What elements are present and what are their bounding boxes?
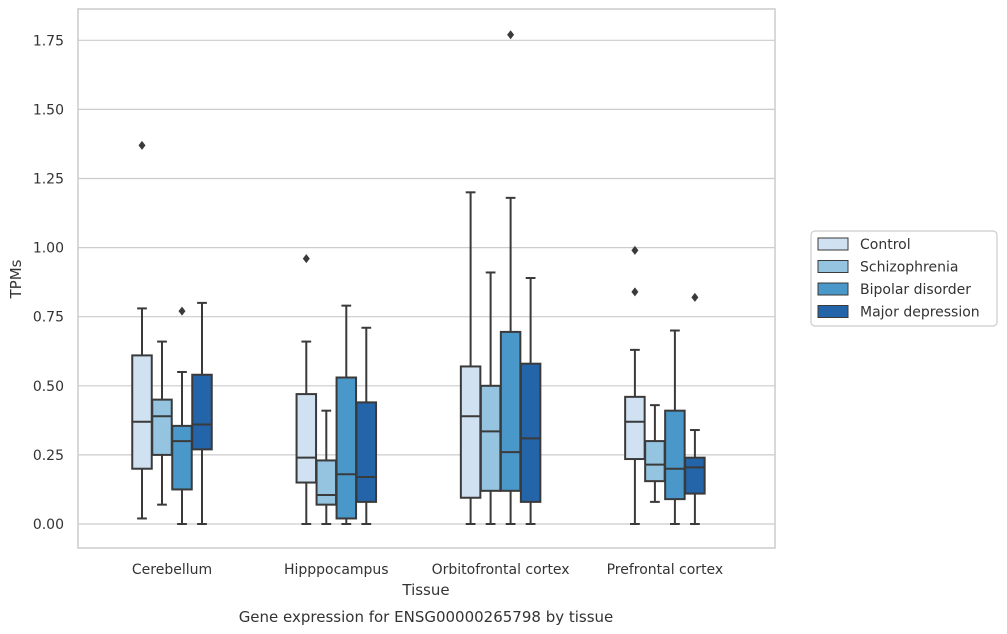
legend: Control Schizophrenia Bipolar disorder Majo…: [810, 230, 998, 327]
legend-swatch: [817, 260, 849, 273]
box-body: [459, 365, 482, 499]
box-2-1: [335, 304, 358, 525]
box-body: [664, 409, 686, 501]
legend-swatch: [817, 237, 849, 251]
x-axis-label: Tissue: [401, 581, 449, 599]
box-3-2: [519, 277, 542, 525]
y-tick-label: 1.25: [33, 172, 64, 188]
box-0-3: [624, 245, 646, 525]
x-tick-label: Hipppocampus: [284, 562, 389, 578]
box-body: [151, 398, 173, 456]
x-tick-label: Cerebellum: [132, 562, 212, 578]
legend-swatch: [817, 282, 849, 296]
box-body: [499, 330, 522, 492]
legend-label: Bipolar disorder: [860, 282, 971, 298]
legend-frame: [810, 230, 998, 327]
plot-frame: [77, 8, 776, 549]
box-0-1: [295, 254, 318, 525]
outlier-point: [507, 30, 515, 40]
y-tick-label: 1.50: [33, 102, 64, 118]
box-body: [644, 440, 666, 483]
y-tick-label: 0.00: [33, 517, 64, 533]
x-tick-labels: Cerebellum Hipppocampus Orbitofrontal cort…: [132, 562, 723, 578]
box-1-3: [644, 404, 666, 503]
outlier-point: [178, 306, 186, 316]
box-body: [519, 362, 542, 503]
y-tick-label: 0.25: [33, 448, 64, 464]
box-3-3: [684, 292, 706, 525]
outlier-point: [691, 292, 699, 302]
legend-swatch: [817, 305, 849, 318]
box-0-0: [131, 140, 153, 520]
y-tick-label: 0.50: [33, 379, 64, 395]
box-body: [315, 459, 338, 506]
box-3-1: [355, 326, 378, 525]
box-1-2: [479, 271, 502, 525]
box-body: [295, 393, 318, 484]
box-body: [171, 424, 193, 491]
box-2-2: [499, 30, 522, 525]
box-0-2: [459, 191, 482, 525]
outlier-point: [302, 254, 310, 264]
outlier-point: [138, 140, 146, 150]
box-groups: [131, 30, 706, 525]
y-axis-label: TPMs: [7, 259, 25, 299]
x-tick-label: Prefrontal cortex: [607, 562, 724, 578]
y-tick-label: 0.75: [33, 310, 64, 326]
x-tick-label: Orbitofrontal cortex: [432, 562, 570, 578]
box-body: [335, 376, 358, 520]
box-body: [131, 354, 153, 470]
outlier-point: [631, 287, 639, 297]
legend-label: Schizophrenia: [860, 260, 958, 276]
box-1-0: [151, 340, 173, 506]
chart-caption: Gene expression for ENSG00000265798 by t…: [239, 608, 614, 626]
y-tick-labels: 0.00 0.25 0.50 0.75 1.00 1.25 1.50 1.75: [33, 33, 64, 533]
box-2-3: [664, 329, 686, 525]
box-body: [355, 401, 378, 503]
box-2-0: [171, 306, 193, 525]
legend-label: Major depression: [860, 305, 980, 321]
box-body: [191, 373, 213, 451]
box-body: [479, 384, 502, 492]
box-3-0: [191, 301, 213, 525]
y-tick-label: 1.00: [33, 241, 64, 257]
box-1-1: [315, 409, 338, 525]
y-tick-label: 1.75: [33, 33, 64, 49]
box-body: [684, 456, 706, 495]
outlier-point: [631, 245, 639, 255]
legend-label: Control: [860, 237, 911, 253]
box-body: [624, 395, 646, 461]
